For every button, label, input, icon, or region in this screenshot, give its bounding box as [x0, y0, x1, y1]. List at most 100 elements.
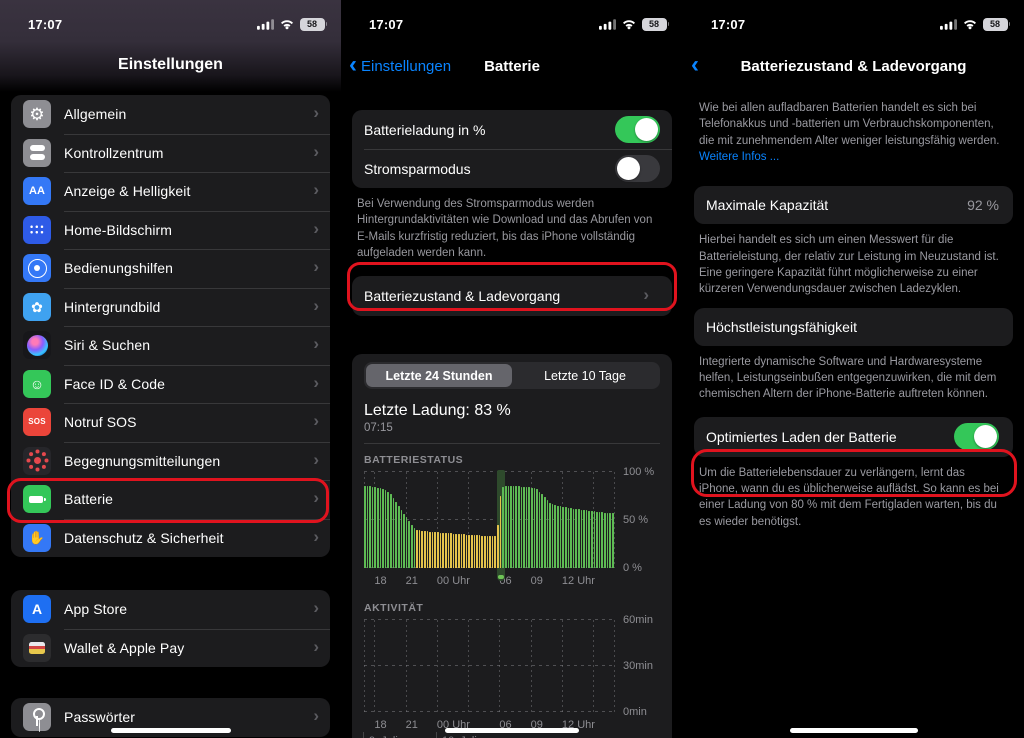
battery-level-chart[interactable] — [364, 470, 615, 582]
gridline-h — [364, 519, 614, 521]
gridline-v — [561, 620, 563, 713]
x-tick-label: 00 Uhr — [436, 575, 470, 588]
datenschutz-icon: ✋ — [23, 523, 51, 552]
kontrollzentrum-icon — [23, 138, 51, 167]
home-indicator[interactable] — [789, 728, 918, 733]
settings-row-home[interactable]: Home-Bildschirm › — [11, 210, 330, 250]
screen-batteriezustand: 17:07 58 ‹ Batteriezustand & Ladevorgang… — [683, 0, 1024, 738]
home-indicator[interactable] — [445, 728, 579, 733]
row-hoechstleistungsfaehigkeit[interactable]: Höchstleistungsfähigkeit — [706, 318, 857, 335]
peak-footnote: Integrierte dynamische Software und Hard… — [699, 355, 997, 401]
page-title: Batteriezustand & Ladevorgang — [740, 57, 967, 75]
settings-row-label: Anzeige & Helligkeit — [64, 183, 191, 200]
status-bar: 17:07 58 — [0, 0, 341, 44]
settings-group-store: A App Store › Wallet & Apple Pay › — [11, 590, 330, 667]
chevron-right-icon: › — [313, 372, 319, 392]
chevron-right-icon: › — [313, 257, 319, 277]
low-power-footnote: Bei Verwendung des Stromsparmodus werden… — [357, 198, 653, 259]
settings-row-begegnung[interactable]: Begegnungsmitteilungen › — [11, 441, 330, 481]
chevron-right-icon: › — [313, 488, 319, 508]
row-batteriezustand[interactable]: Batteriezustand & Ladevorgang › — [364, 285, 649, 305]
last-charge-time: 07:15 — [364, 422, 393, 435]
settings-row-appstore[interactable]: A App Store › — [11, 590, 330, 629]
y-tick-label: 100 % — [623, 466, 655, 479]
x-tick-label: 12 Uhr — [561, 575, 595, 588]
settings-row-wallet[interactable]: Wallet & Apple Pay › — [11, 628, 330, 668]
chevron-right-icon: › — [313, 598, 319, 618]
settings-row-hintergrund[interactable]: ✿ Hintergrundbild › — [11, 287, 330, 327]
settings-group-main: ⚙ Allgemein › Kontrollzentrum › AA Anzeige & H… — [11, 95, 330, 557]
intro-paragraph: Wie bei allen aufladbaren Batterien hand… — [699, 102, 1000, 163]
settings-row-label: Kontrollzentrum — [64, 144, 164, 161]
settings-row-label: Begegnungsmitteilungen — [64, 452, 221, 469]
optimized-footnote: Um die Batterielebensdauer zu verlängern… — [699, 466, 999, 528]
settings-row-label: Allgemein — [64, 106, 127, 123]
home-icon — [23, 215, 51, 244]
x-tick-label: 21 — [405, 575, 418, 588]
notruf-icon: SOS — [23, 408, 51, 437]
chevron-right-icon: › — [313, 706, 319, 726]
chevron-right-icon: › — [313, 526, 319, 546]
hintergrund-icon: ✿ — [23, 292, 51, 321]
activity-chart[interactable] — [364, 619, 615, 713]
gridline-v — [405, 620, 407, 713]
anzeige-icon: AA — [23, 177, 51, 206]
wallpaper-gradient — [0, 0, 341, 92]
back-button[interactable]: ‹ — [683, 52, 703, 76]
low-power-mode-toggle[interactable] — [615, 155, 660, 182]
back-button[interactable]: ‹ Einstellungen — [349, 50, 452, 78]
settings-row-faceid[interactable]: ☺ Face ID & Code › — [11, 364, 330, 404]
settings-row-allgemein[interactable]: ⚙ Allgemein › — [11, 95, 330, 134]
settings-row-label: Siri & Suchen — [64, 337, 151, 354]
battery-percentage-toggle[interactable] — [615, 116, 660, 143]
chevron-right-icon: › — [313, 295, 319, 315]
clock: 17:07 — [711, 16, 746, 32]
wifi-icon — [963, 19, 976, 29]
battery-chart-x-axis: 18 21 00 Uhr 06 09 12 Uhr — [364, 575, 614, 588]
date-label: 10. Juli — [435, 732, 477, 738]
allgemein-icon: ⚙ — [23, 100, 51, 129]
x-tick-label: 18 — [374, 575, 387, 588]
segment-letzte-24-stunden[interactable]: Letzte 24 Stunden — [366, 364, 512, 388]
bedienung-icon — [23, 254, 51, 283]
capacity-footnote: Hierbei handelt es sich um einen Messwer… — [699, 234, 999, 296]
settings-row-kontrollzentrum[interactable]: Kontrollzentrum › — [11, 133, 330, 173]
chevron-right-icon: › — [313, 411, 319, 431]
cellular-signal-icon — [939, 18, 957, 30]
settings-group-passwords: Passwörter › — [11, 698, 330, 737]
y-tick-label: 50 % — [623, 514, 649, 527]
cellular-signal-icon — [256, 18, 274, 30]
batterie-icon — [23, 485, 51, 514]
settings-row-notruf[interactable]: SOS Notruf SOS › — [11, 403, 330, 442]
gridline-v — [499, 620, 501, 713]
settings-row-label: Passwörter — [64, 709, 136, 726]
weitere-infos-link[interactable]: Weitere Infos ... — [699, 150, 780, 163]
gridline-v — [530, 620, 532, 713]
begegnung-icon — [23, 446, 51, 475]
segment-letzte-10-tage[interactable]: Letzte 10 Tage — [544, 368, 626, 383]
optimized-charging-toggle[interactable] — [954, 423, 999, 451]
settings-row-batterie[interactable]: Batterie › — [11, 480, 330, 519]
peak-performance-card: Höchstleistungsfähigkeit — [694, 307, 1013, 346]
passwort-icon — [23, 703, 51, 732]
settings-row-bedienung[interactable]: Bedienungshilfen › — [11, 249, 330, 288]
optimized-charging-card: Optimiertes Laden der Batterie — [694, 416, 1013, 457]
charger-connected-icon — [497, 574, 504, 579]
appstore-icon: A — [23, 595, 51, 624]
settings-row-passwort[interactable]: Passwörter › — [11, 698, 330, 737]
chevron-right-icon: › — [313, 103, 319, 123]
activity-chart-y-axis: 60min 30min 0min — [614, 614, 660, 718]
settings-row-siri[interactable]: Siri & Suchen › — [11, 326, 330, 365]
chevron-right-icon: › — [313, 636, 319, 656]
settings-row-datenschutz[interactable]: ✋ Datenschutz & Sicherheit › — [11, 518, 330, 558]
screen-einstellungen: 17:07 58 Einstellungen ⚙ Allgemein › Kontro… — [0, 0, 341, 738]
gridline-v — [614, 472, 615, 569]
settings-row-anzeige[interactable]: AA Anzeige & Helligkeit › — [11, 172, 330, 211]
settings-row-label: Hintergrundbild — [64, 298, 161, 315]
chevron-right-icon: › — [313, 141, 319, 161]
siri-icon — [23, 331, 51, 360]
home-indicator[interactable] — [110, 728, 231, 733]
capacity-value: 92 % — [967, 197, 999, 214]
row-maximale-kapazitaet[interactable]: Maximale Kapazität 92 % — [706, 197, 999, 214]
